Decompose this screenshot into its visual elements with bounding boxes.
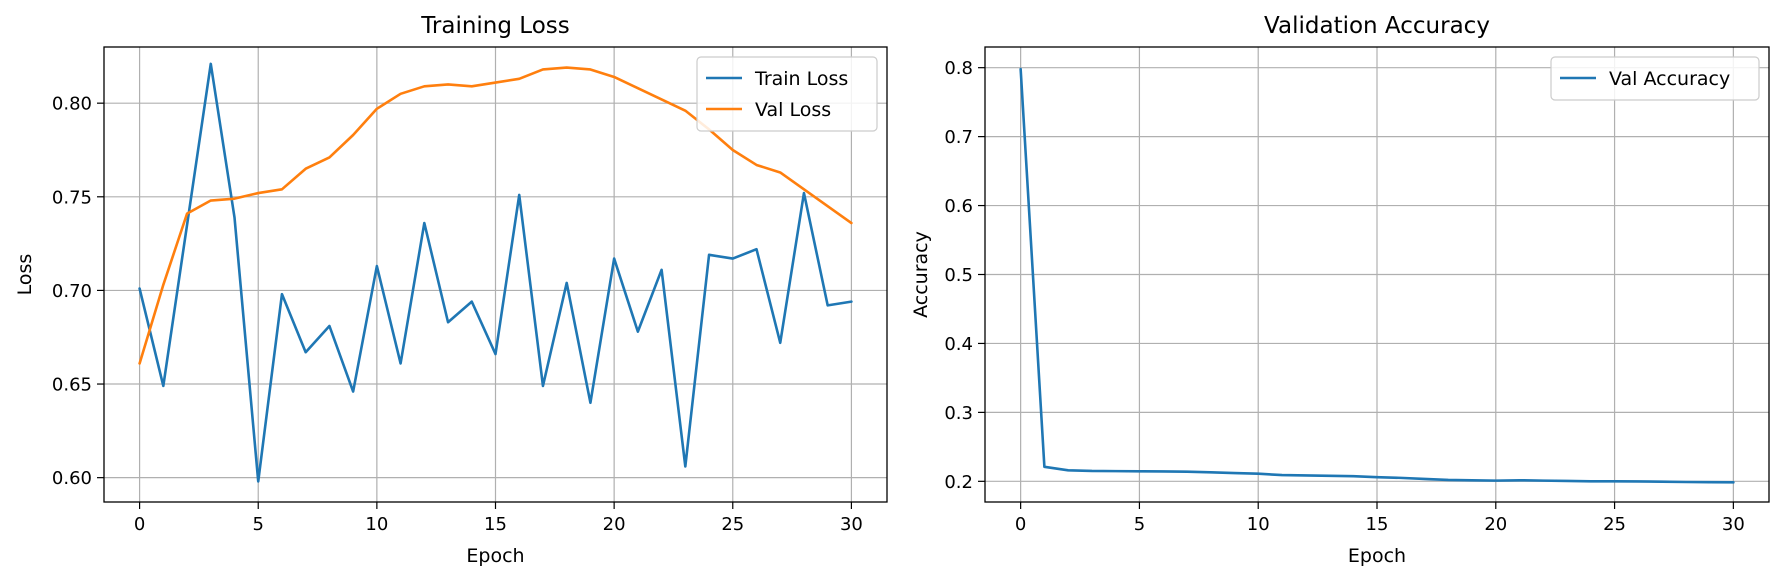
x-tick-label: 5: [1134, 514, 1145, 535]
y-tick-label: 0.75: [52, 187, 92, 208]
y-tick-label: 0.65: [52, 375, 92, 396]
y-tick-label: 0.60: [52, 468, 92, 489]
x-tick-label: 0: [134, 514, 145, 535]
validation-accuracy-chart: 0 5 10 15 20 25 30 0.2 0.3 0.4 0.5 0.6 0.7 0.8 Validat…: [910, 13, 1770, 567]
legend-label-train-loss: Train Loss: [754, 68, 848, 90]
y-tick-label: 0.70: [52, 281, 92, 302]
legend: Val Accuracy: [1550, 56, 1760, 101]
x-tick-label: 30: [1722, 514, 1745, 535]
x-tick-label: 25: [721, 514, 744, 535]
series-line-train-loss: [138, 62, 853, 483]
series-line-val-loss: [138, 66, 853, 365]
legend-label-val-accuracy: Val Accuracy: [1609, 68, 1730, 90]
y-tick-label: 0.7: [944, 127, 973, 148]
y-tick-label: 0.5: [944, 265, 973, 286]
x-tick-label: 25: [1603, 514, 1626, 535]
x-tick-label: 15: [484, 514, 507, 535]
x-axis-label: Epoch: [1348, 545, 1406, 567]
chart-title: Training Loss: [420, 13, 570, 39]
x-tick-label: 30: [840, 514, 863, 535]
legend-label-val-loss: Val Loss: [755, 99, 831, 121]
y-tick-label: 0.6: [944, 196, 973, 217]
x-tick-label: 15: [1366, 514, 1389, 535]
x-tick-label: 10: [365, 514, 388, 535]
y-tick-label: 0.8: [944, 58, 973, 79]
x-tick-label: 20: [1484, 514, 1507, 535]
y-axis-label: Accuracy: [910, 231, 932, 318]
series-line-val-accuracy: [1019, 67, 1735, 484]
chart-title: Validation Accuracy: [1264, 13, 1490, 39]
y-tick-label: 0.2: [944, 472, 973, 493]
x-axis-label: Epoch: [466, 545, 524, 567]
legend-box: [696, 56, 878, 132]
legend: Train Loss Val Loss: [696, 56, 878, 132]
x-tick-label: 0: [1015, 514, 1026, 535]
y-axis-label: Loss: [14, 254, 36, 296]
legend-box: [1550, 56, 1760, 101]
x-tick-label: 10: [1247, 514, 1270, 535]
training-loss-chart: 0 5 10 15 20 25 30 0.60 0.65 0.70 0.75 0.80 Training…: [14, 13, 888, 567]
x-tick-label: 5: [253, 514, 264, 535]
y-tick-label: 0.3: [944, 403, 973, 424]
x-tick-label: 20: [603, 514, 626, 535]
y-tick-label: 0.80: [52, 94, 92, 115]
y-tick-label: 0.4: [944, 334, 973, 355]
